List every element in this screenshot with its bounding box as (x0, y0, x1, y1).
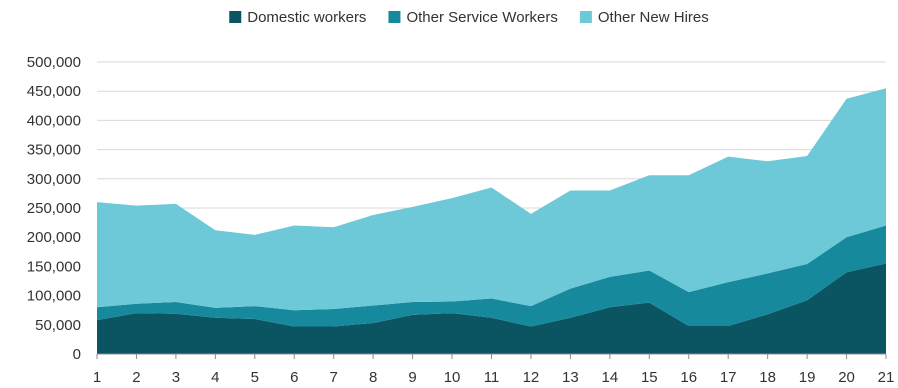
y-tick-label: 300,000 (27, 171, 81, 188)
legend-item: Other Service Workers (388, 9, 558, 26)
legend-swatch-domestic-workers (229, 11, 242, 23)
y-tick-label: 200,000 (27, 229, 81, 246)
legend-item: Other New Hires (579, 9, 709, 26)
area-other-new-hires (97, 88, 886, 311)
x-tick-label: 7 (330, 369, 338, 386)
x-tick-label: 6 (290, 369, 298, 386)
legend: Domestic workers Other Service Workers Oth… (229, 9, 709, 26)
x-tick-label: 9 (408, 369, 416, 386)
x-tick-label: 14 (602, 369, 619, 386)
y-tick-label: 450,000 (27, 83, 81, 100)
y-axis: 0 50,000 100,000 150,000 200,000 250,000 300,0… (27, 54, 81, 363)
legend-label: Other Service Workers (406, 9, 557, 26)
x-tick-label: 20 (838, 369, 855, 386)
x-tick-label: 18 (759, 369, 776, 386)
y-tick-label: 350,000 (27, 142, 81, 159)
x-tick-label: 17 (720, 369, 737, 386)
x-tick-label: 1 (93, 369, 101, 386)
y-tick-label: 500,000 (27, 54, 81, 71)
x-tick-label: 5 (251, 369, 259, 386)
x-tick-label: 11 (484, 369, 500, 386)
x-tick-label: 2 (132, 369, 140, 386)
series-areas (97, 88, 886, 354)
y-tick-label: 400,000 (27, 112, 81, 129)
legend-label: Domestic workers (247, 9, 366, 26)
x-axis: 1 2 3 4 5 6 7 8 9 10 11 12 13 14 15 16 17 18 19 20 21 (93, 353, 895, 386)
x-tick-label: 8 (369, 369, 377, 386)
x-tick-label: 21 (878, 369, 895, 386)
area-other-service-workers (97, 225, 886, 327)
x-tick-label: 10 (444, 369, 461, 386)
y-tick-label: 0 (73, 346, 81, 363)
x-tick-label: 13 (562, 369, 579, 386)
y-tick-label: 250,000 (27, 200, 81, 217)
x-tick-label: 3 (172, 369, 180, 386)
x-tick-label: 19 (799, 369, 816, 386)
legend-swatch-other-service-workers (388, 11, 401, 23)
legend-swatch-other-new-hires (579, 11, 592, 23)
y-tick-label: 50,000 (35, 317, 81, 334)
area-domestic-workers (97, 263, 886, 354)
x-tick-label: 12 (523, 369, 540, 386)
legend-label: Other New Hires (598, 9, 709, 26)
legend-item: Domestic workers (229, 9, 366, 26)
y-tick-label: 150,000 (27, 258, 81, 275)
x-tick-label: 4 (211, 369, 219, 386)
x-tick-label: 15 (641, 369, 658, 386)
y-tick-label: 100,000 (27, 288, 81, 305)
x-tick-label: 16 (680, 369, 697, 386)
